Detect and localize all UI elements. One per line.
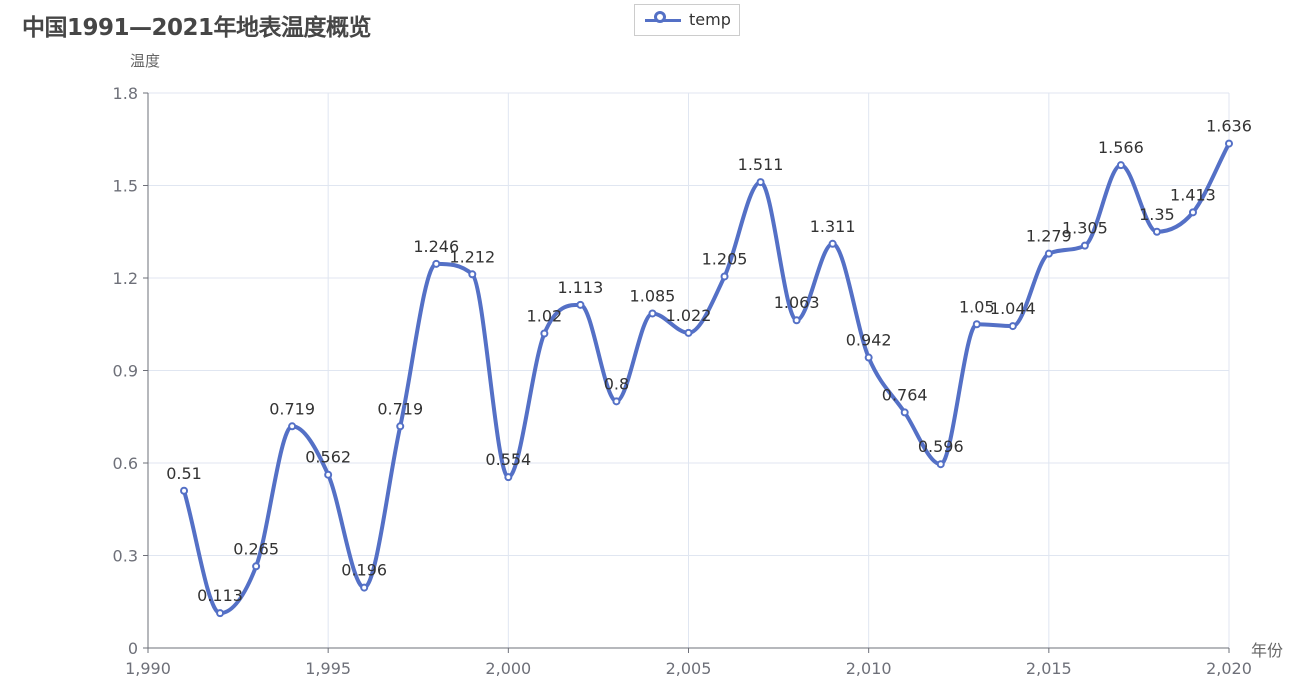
data-point xyxy=(540,329,549,338)
data-point xyxy=(936,460,945,469)
data-label: 1.279 xyxy=(1026,227,1072,246)
x-tick-label: 2,005 xyxy=(666,659,712,678)
chart-title: 中国1991—2021年地表温度概览 xyxy=(22,15,372,41)
data-point xyxy=(864,353,873,362)
data-label: 1.212 xyxy=(449,247,495,266)
data-point xyxy=(180,486,189,495)
data-label: 1.636 xyxy=(1206,117,1252,136)
data-label: 1.35 xyxy=(1139,205,1175,224)
x-tick-label: 1,990 xyxy=(125,659,171,678)
data-label: 0.942 xyxy=(846,331,892,350)
x-tick-label: 2,000 xyxy=(485,659,531,678)
data-label: 0.51 xyxy=(166,464,202,483)
data-point xyxy=(972,320,981,329)
y-tick-label: 0.6 xyxy=(113,454,138,473)
data-point xyxy=(1188,208,1197,217)
data-point xyxy=(1116,161,1125,170)
data-label: 0.554 xyxy=(485,450,531,469)
data-label: 1.022 xyxy=(666,306,712,325)
data-point xyxy=(648,309,657,318)
data-point xyxy=(1225,139,1233,148)
data-label: 1.566 xyxy=(1098,138,1144,157)
data-point xyxy=(252,562,261,571)
data-point xyxy=(396,422,405,431)
data-point xyxy=(1008,322,1017,331)
data-label: 1.246 xyxy=(413,237,459,256)
data-label: 1.311 xyxy=(810,217,856,236)
data-point xyxy=(216,609,225,618)
data-point xyxy=(1152,227,1161,236)
data-point xyxy=(468,270,477,279)
data-point xyxy=(792,316,801,325)
data-label: 0.562 xyxy=(305,448,351,467)
data-label: 0.764 xyxy=(882,385,928,404)
y-tick-label: 1.5 xyxy=(113,177,138,196)
data-point xyxy=(1044,249,1053,258)
data-label: 1.05 xyxy=(959,297,995,316)
x-tick-label: 2,010 xyxy=(846,659,892,678)
y-tick-label: 0.3 xyxy=(113,547,138,566)
data-label: 1.511 xyxy=(738,155,784,174)
data-point xyxy=(828,239,837,248)
data-label: 1.205 xyxy=(702,249,748,268)
data-point xyxy=(756,178,765,187)
data-label: 1.113 xyxy=(557,278,603,297)
data-point xyxy=(576,300,585,309)
legend-marker-icon xyxy=(654,11,666,23)
x-tick-label: 2,015 xyxy=(1026,659,1072,678)
data-point xyxy=(684,328,693,337)
y-tick-label: 1.8 xyxy=(113,84,138,103)
y-tick-label: 0.9 xyxy=(113,362,138,381)
x-tick-label: 2,020 xyxy=(1206,659,1252,678)
x-tick-label: 1,995 xyxy=(305,659,351,678)
data-label: 1.063 xyxy=(774,293,820,312)
data-label: 1.085 xyxy=(630,286,676,305)
data-point xyxy=(612,397,621,406)
data-point xyxy=(504,473,513,482)
y-axis-title: 温度 xyxy=(130,52,161,70)
data-point xyxy=(900,408,909,417)
data-label: 0.196 xyxy=(341,561,387,580)
data-label: 1.413 xyxy=(1170,185,1216,204)
y-tick-label: 0 xyxy=(128,639,138,658)
data-label: 1.044 xyxy=(990,299,1036,318)
legend-label: temp xyxy=(689,10,731,29)
series-line-temp xyxy=(182,142,1231,616)
data-label: 1.02 xyxy=(527,307,563,326)
y-tick-label: 1.2 xyxy=(113,269,138,288)
data-label: 0.8 xyxy=(604,374,629,393)
data-point xyxy=(720,272,729,281)
data-point xyxy=(288,422,297,431)
data-label: 0.596 xyxy=(918,437,964,456)
data-label: 0.265 xyxy=(233,539,279,558)
legend-item-temp[interactable]: temp xyxy=(634,4,740,36)
data-label: 1.305 xyxy=(1062,219,1108,238)
data-point xyxy=(1080,241,1089,250)
data-point xyxy=(432,259,441,268)
data-label: 0.719 xyxy=(377,399,423,418)
data-label: 0.113 xyxy=(197,586,243,605)
x-axis-title: 年份 xyxy=(1251,641,1284,660)
data-point xyxy=(360,583,369,592)
data-point xyxy=(324,470,333,479)
data-label: 0.719 xyxy=(269,399,315,418)
